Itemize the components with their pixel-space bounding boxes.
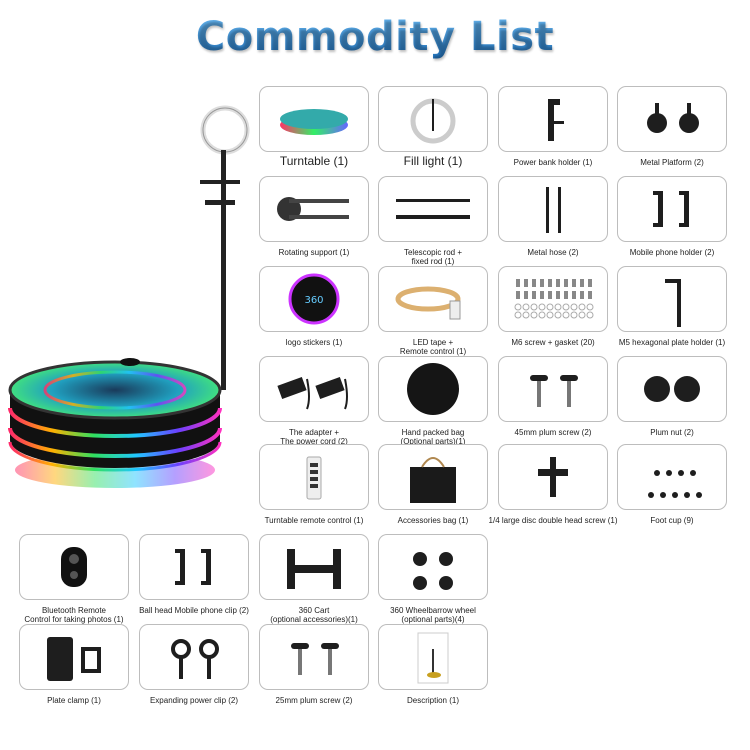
- adapter-icon: [277, 376, 348, 410]
- item-card-plum-nut: [617, 356, 727, 422]
- item-card-turntable-remote-control: [259, 444, 369, 510]
- item-label: Ball head Mobile phone clip (2): [139, 606, 249, 615]
- item-label: Rotating support (1): [278, 248, 350, 257]
- round-bag-icon: [407, 363, 459, 415]
- rotating-arm-icon: [277, 197, 349, 221]
- item-card-1-4-large-disc-double-head-screw: [498, 444, 608, 510]
- item-label: Foot cup (9): [650, 516, 694, 525]
- sticker-icon: 360: [288, 273, 340, 325]
- item-label: M5 hexagonal plate holder (1): [618, 338, 726, 347]
- foot-cups-icon: [648, 470, 702, 498]
- item-label: Expanding power clip (2): [149, 696, 239, 705]
- item-card-bluetooth-remote-control-for-taking-photos: [19, 534, 129, 600]
- manual-icon: [417, 632, 449, 684]
- item-label: The adapter + The power cord (2): [280, 428, 348, 446]
- wheels-icon: [413, 552, 453, 590]
- item-card-360-cart: [259, 534, 369, 600]
- item-card-description: [378, 624, 488, 690]
- item-card-metal-hose: [498, 176, 608, 242]
- svg-text:360: 360: [304, 295, 323, 306]
- item-label: Telescopic rod + fixed rod (1): [403, 248, 463, 266]
- item-label: 360 Wheelbarrow wheel (optional parts)(4…: [390, 606, 476, 624]
- item-label: 45mm plum screw (2): [514, 428, 592, 437]
- item-card-m5-hexagonal-plate-holder: [617, 266, 727, 332]
- item-card-logo-stickers: 360: [259, 266, 369, 332]
- item-label: Fill light (1): [403, 154, 463, 168]
- screws-icon: [514, 279, 594, 319]
- item-label: Metal hose (2): [527, 248, 579, 257]
- item-card-telescopic-rod-fixed-rod: [378, 176, 488, 242]
- remote-icon: [306, 456, 322, 500]
- holder-icon: [548, 99, 564, 141]
- hex-key-icon: [665, 279, 681, 327]
- item-card-hand-packed-bag: [378, 356, 488, 422]
- item-card-plate-clamp: [19, 624, 129, 690]
- item-card-the-adapter-the-power-cord: [259, 356, 369, 422]
- item-card-led-tape-remote-control: [378, 266, 488, 332]
- item-label: Mobile phone holder (2): [629, 248, 715, 257]
- item-label: LED tape + Remote control (1): [399, 338, 467, 356]
- ball-head-icon: [647, 103, 699, 133]
- item-card-metal-platform: [617, 86, 727, 152]
- item-card-power-bank-holder: [498, 86, 608, 152]
- photo-booth-360-icon: [8, 105, 250, 488]
- item-label: Hand packed bag (Optional parts)(1): [400, 428, 466, 446]
- item-card-45mm-plum-screw: [498, 356, 608, 422]
- item-label: Turntable (1): [279, 154, 349, 168]
- item-card-fill-light: [378, 86, 488, 152]
- item-card-expanding-power-clip: [139, 624, 249, 690]
- plum-screw-icon: [291, 643, 339, 675]
- item-label: Plate clamp (1): [47, 696, 101, 705]
- item-card-360-wheelbarrow-wheel: [378, 534, 488, 600]
- turntable-icon: [280, 109, 348, 135]
- item-card-ball-head-mobile-phone-clip: [139, 534, 249, 600]
- disc-screw-icon: [538, 457, 568, 497]
- item-label: 360 Cart (optional accessories)(1): [270, 606, 358, 624]
- item-card-m6-screw-gasket: [498, 266, 608, 332]
- item-label: logo stickers (1): [285, 338, 343, 347]
- item-label: M6 screw + gasket (20): [511, 338, 595, 347]
- item-label: 25mm plum screw (2): [275, 696, 353, 705]
- power-clip-icon: [171, 639, 219, 679]
- item-label: Metal Platform (2): [640, 158, 704, 167]
- hose-icon: [546, 187, 561, 233]
- item-card-25mm-plum-screw: [259, 624, 369, 690]
- tote-bag-icon: [410, 457, 456, 503]
- item-label: Accessories bag (1): [397, 516, 469, 525]
- item-label: Bluetooth Remote Control for taking phot…: [24, 606, 124, 624]
- item-label: Power bank holder (1): [513, 158, 593, 167]
- bt-remote-icon: [61, 547, 87, 587]
- item-card-accessories-bag: [378, 444, 488, 510]
- cart-icon: [287, 549, 341, 589]
- plum-nut-icon: [644, 376, 700, 402]
- phone-clamp-icon: [175, 549, 211, 585]
- item-label: Description (1): [406, 696, 459, 705]
- item-card-mobile-phone-holder: [617, 176, 727, 242]
- item-label: Plum nut (2): [650, 428, 694, 437]
- tablet-clamp-icon: [47, 637, 101, 681]
- item-card-rotating-support: [259, 176, 369, 242]
- phone-clamp-icon: [653, 191, 689, 227]
- item-label: Turntable remote control (1): [264, 516, 364, 525]
- rods-icon: [396, 199, 470, 219]
- led-tape-icon: [395, 286, 461, 320]
- ring-light-icon: [410, 98, 456, 144]
- item-label: 1/4 large disc double head screw (1): [488, 516, 618, 525]
- item-card-foot-cup: [617, 444, 727, 510]
- item-card-turntable: [259, 86, 369, 152]
- plum-screw-icon: [530, 375, 578, 407]
- page-title: Commodity List: [0, 14, 750, 60]
